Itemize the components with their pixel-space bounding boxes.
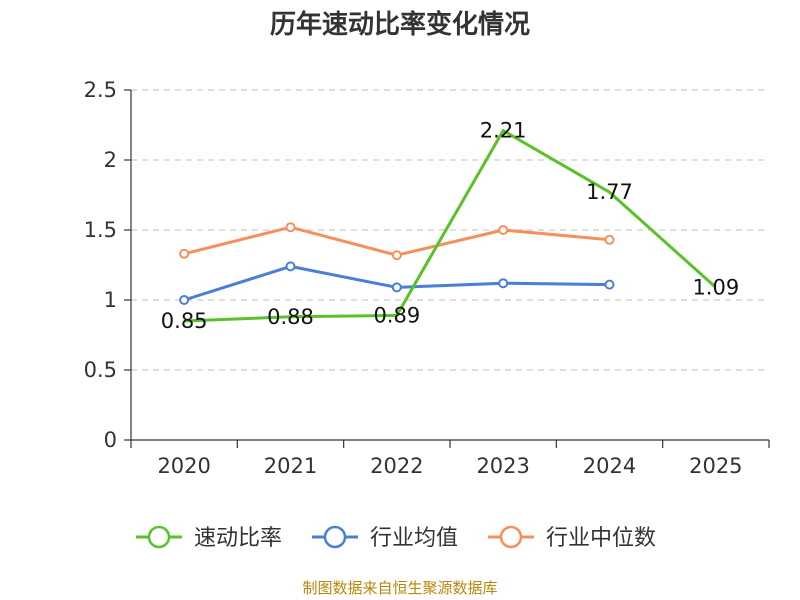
data-label: 2.21 [480,119,527,143]
legend-label: 行业均值 [370,526,458,551]
x-tick-label: 2024 [583,454,636,478]
legend-marker-icon [499,525,523,549]
x-tick-label: 2023 [476,454,529,478]
series-point-3 [604,234,615,245]
series-point-3 [285,222,296,233]
y-tick-label: 1 [104,288,117,312]
chart-title: 历年速动比率变化情况 [270,9,530,40]
series-point-2 [498,278,509,289]
x-tick-label: 2025 [689,454,742,478]
legend-label: 行业中位数 [546,526,656,551]
x-tick-label: 2020 [157,454,210,478]
y-tick-label: 2.5 [84,78,117,102]
grid-lines [131,89,769,371]
data-label: 0.85 [161,309,208,333]
data-label: 1.77 [586,180,633,204]
data-label: 1.09 [692,275,739,299]
legend-label: 速动比率 [194,526,282,551]
y-tick-label: 1.5 [84,218,117,242]
source-note: 制图数据来自恒生聚源数据库 [302,579,497,597]
data-label: 0.88 [267,305,314,329]
series-point-2 [391,282,402,293]
series-point-2 [285,261,296,272]
y-tick-label: 0 [104,428,117,452]
data-labels: 0.85 0.88 0.89 2.21 1.77 1.09 [161,119,739,333]
series-line-1 [184,129,717,323]
y-tick-label: 2 [104,148,117,172]
series-point-2 [179,295,190,305]
series-point-3 [179,248,190,259]
x-tick-label: 2021 [264,454,317,478]
series-layer [179,129,717,323]
data-label: 0.89 [373,303,420,327]
legend: 速动比率 行业均值 行业中位数 [136,525,656,551]
x-tick-label: 2022 [370,454,423,478]
legend-marker-icon [147,525,171,549]
series-point-3 [498,225,509,235]
legend-marker-icon [323,525,347,549]
series-point-3 [391,250,402,261]
y-tick-label: 0.5 [84,358,117,382]
series-point-2 [604,279,615,290]
axes: 0 0.5 1 1.5 2 2.5 2020 2021 2022 2023 2024 2025 [84,78,770,478]
